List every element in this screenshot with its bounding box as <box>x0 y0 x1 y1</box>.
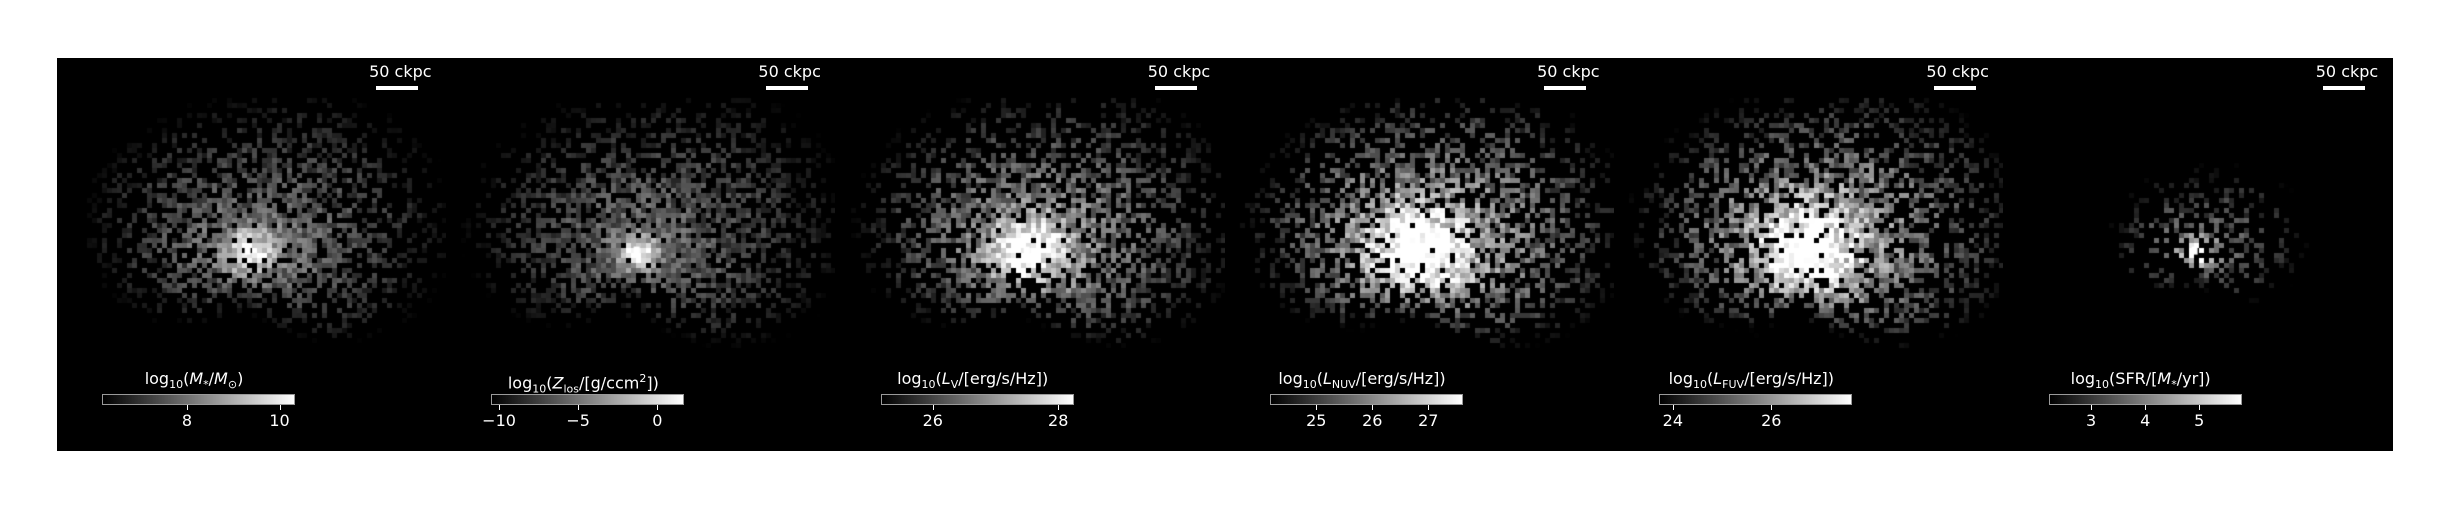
scale-bar-label: 50 ckpc <box>1537 62 1600 81</box>
panel-nuv: 50 ckpc log10(LNUV/[erg/s/Hz]) 25 26 27 <box>1225 58 1614 451</box>
colorbar-tick-label: 5 <box>2194 411 2205 430</box>
colorbar-tick-label: 24 <box>1662 411 1683 430</box>
scale-bar <box>1154 86 1197 90</box>
scale-bar-label: 50 ckpc <box>2315 62 2379 81</box>
colorbar-tick <box>932 405 934 410</box>
colorbar-tick-label: 3 <box>2086 411 2097 430</box>
colorbar-tick <box>578 405 580 410</box>
scale-bar-label: 50 ckpc <box>1926 62 1989 81</box>
colorbar-label: log10(LFUV/[erg/s/Hz]) <box>1668 369 1835 392</box>
galaxy-map-sfr <box>2003 58 2393 451</box>
scale-bar-label: 50 ckpc <box>369 62 432 81</box>
figure-panels: 50 ckpc log10(M*/M⊙) 8 10 50 ckpc log10(Zlos/… <box>57 58 2393 451</box>
galaxy-map-v-band <box>835 58 1225 451</box>
scale-bar <box>1933 86 1976 90</box>
colorbar-tick-label: 26 <box>1362 411 1383 430</box>
galaxy-map-nuv <box>1225 58 1614 451</box>
colorbar-tick <box>2145 405 2147 410</box>
colorbar-tick <box>1672 405 1674 410</box>
colorbar-tick-label: 25 <box>1306 411 1327 430</box>
colorbar-label: log10(M*/M⊙) <box>144 369 244 392</box>
scale-bar <box>765 86 808 90</box>
colorbar-tick-label: −10 <box>482 411 516 430</box>
colorbar-tick-label: 0 <box>652 411 663 430</box>
panel-sfr: 50 ckpc log10(SFR/[M*/yr]) 3 4 5 <box>2003 58 2393 451</box>
colorbar-tick <box>1058 405 1060 410</box>
colorbar-tick <box>499 405 501 410</box>
colorbar-tick-label: 8 <box>181 411 192 430</box>
colorbar-tick-label: 28 <box>1048 411 1069 430</box>
panel-v-band: 50 ckpc log10(LV/[erg/s/Hz]) 26 28 <box>835 58 1225 451</box>
colorbar-tick <box>657 405 659 410</box>
colorbar-tick <box>1316 405 1318 410</box>
scale-bar-label: 50 ckpc <box>1147 62 1211 81</box>
scale-bar <box>2322 86 2365 90</box>
colorbar-tick-label: 4 <box>2140 411 2151 430</box>
panel-metal-column: 50 ckpc log10(Zlos/[g/ccm2]) −10 −5 0 <box>446 58 836 451</box>
colorbar-tick <box>279 405 281 410</box>
colorbar-tick <box>2199 405 2201 410</box>
panel-stellar-mass: 50 ckpc log10(M*/M⊙) 8 10 <box>57 58 446 451</box>
galaxy-map-fuv <box>1614 58 2004 451</box>
scale-bar <box>376 86 419 90</box>
colorbar-tick-label: −5 <box>566 411 590 430</box>
colorbar <box>102 394 295 405</box>
galaxy-map-stellar-mass <box>57 58 446 451</box>
colorbar <box>880 394 1074 405</box>
colorbar <box>1270 394 1463 405</box>
colorbar-tick-label: 26 <box>1761 411 1782 430</box>
colorbar-label: log10(Zlos/[g/ccm2]) <box>507 372 659 396</box>
scale-bar <box>1544 86 1587 90</box>
colorbar-tick <box>1372 405 1374 410</box>
scale-bar-label: 50 ckpc <box>758 62 821 81</box>
colorbar-tick-label: 27 <box>1418 411 1439 430</box>
colorbar-tick <box>1428 405 1430 410</box>
colorbar-tick-label: 10 <box>269 411 290 430</box>
colorbar-tick <box>1771 405 1773 410</box>
colorbar-tick-label: 26 <box>922 411 943 430</box>
colorbar-label: log10(LV/[erg/s/Hz]) <box>897 369 1049 392</box>
colorbar-label: log10(LNUV/[erg/s/Hz]) <box>1278 369 1446 392</box>
galaxy-map-metal-column <box>446 58 836 451</box>
colorbar <box>491 394 685 405</box>
colorbar-label: log10(SFR/[M*/yr]) <box>2070 369 2211 392</box>
panel-fuv: 50 ckpc log10(LFUV/[erg/s/Hz]) 24 26 <box>1614 58 2004 451</box>
colorbar-tick <box>186 405 188 410</box>
colorbar-tick <box>2091 405 2093 410</box>
colorbar <box>2048 394 2242 405</box>
colorbar <box>1659 394 1853 405</box>
